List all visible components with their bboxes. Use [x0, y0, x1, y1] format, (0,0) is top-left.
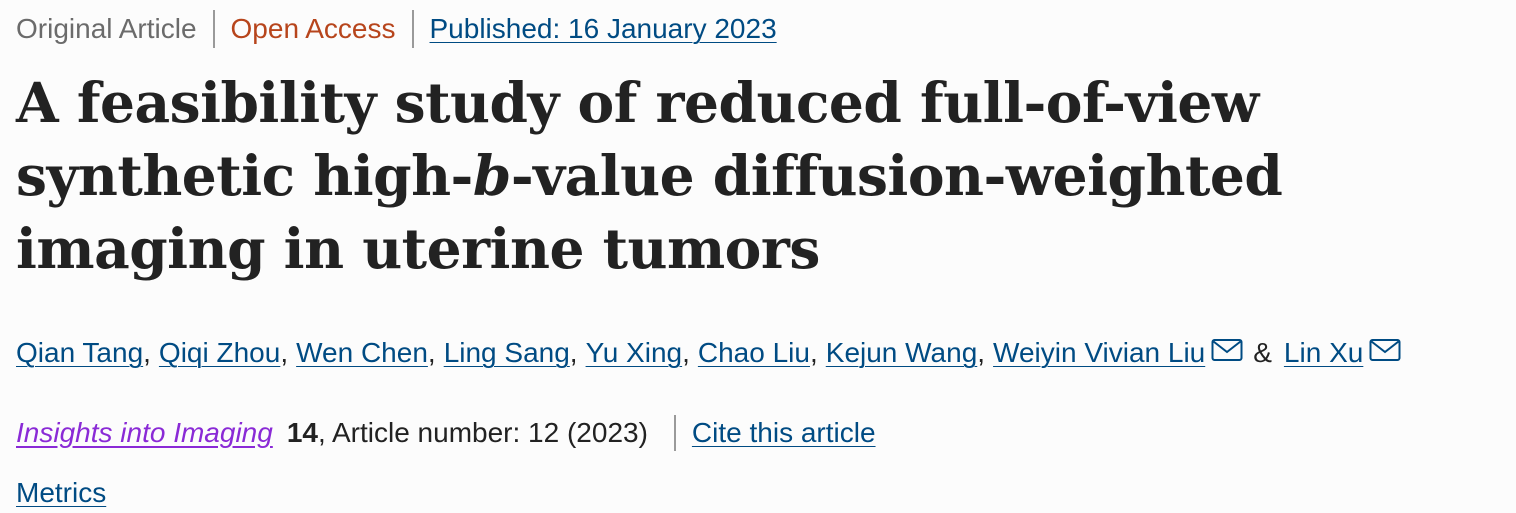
author-separator: , — [143, 337, 151, 368]
divider — [212, 10, 215, 48]
article-number: , Article number: 12 (2023) — [317, 417, 648, 448]
author-link[interactable]: Weiyin Vivian Liu — [993, 337, 1206, 368]
author-last-joiner: & — [1253, 337, 1272, 368]
journal-link[interactable]: Insights into Imaging — [16, 417, 273, 448]
open-access-label: Open Access — [230, 13, 396, 44]
article-type: Original Article — [16, 13, 197, 44]
author-list: Qian Tang, Qiqi Zhou, Wen Chen, Ling Sang, Y… — [16, 333, 1506, 373]
article-title: A feasibility study of reduced full-of-v… — [16, 66, 1506, 285]
author-separator: , — [427, 337, 436, 368]
mail-icon[interactable] — [1369, 333, 1401, 373]
divider — [673, 415, 676, 451]
author-separator: , — [569, 337, 578, 368]
metrics-row: Metrics — [16, 473, 1506, 513]
author-link[interactable]: Qian Tang — [16, 337, 144, 368]
author-link[interactable]: Wen Chen — [296, 337, 428, 368]
author-link[interactable]: Qiqi Zhou — [158, 337, 281, 368]
article-meta: Original Article Open Access Published: … — [16, 0, 1506, 58]
article-header: Original Article Open Access Published: … — [16, 0, 1506, 513]
mail-icon[interactable] — [1211, 333, 1243, 373]
author-link[interactable]: Ling Sang — [443, 337, 570, 368]
metrics-link[interactable]: Metrics — [16, 477, 107, 508]
author-link[interactable]: Lin Xu — [1283, 337, 1364, 368]
volume-number: 14 — [286, 417, 318, 448]
cite-this-article-link[interactable]: Cite this article — [691, 417, 876, 448]
author-separator: , — [809, 337, 818, 368]
author-separator: , — [682, 337, 690, 368]
author-link[interactable]: Chao Liu — [697, 337, 810, 368]
title-italic-b: b — [472, 143, 511, 208]
author-separator: , — [977, 337, 986, 368]
citation-line: Insights into Imaging 14 , Article numbe… — [16, 413, 1506, 453]
title-part-1: A feasibility study of reduced full-of-v… — [16, 70, 1259, 208]
author-link[interactable]: Yu Xing — [585, 337, 683, 368]
published-date-link[interactable]: Published: 16 January 2023 — [429, 13, 777, 44]
title-part-2: -value diffusion-weighted imaging in ute… — [16, 143, 1283, 281]
author-link[interactable]: Kejun Wang — [825, 337, 978, 368]
author-separator: , — [280, 337, 289, 368]
divider — [411, 10, 414, 48]
